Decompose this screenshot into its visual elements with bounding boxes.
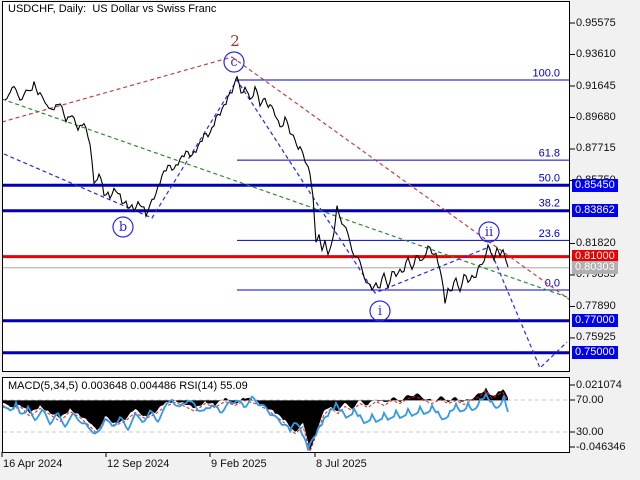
price-level-box-red: 0.81000: [572, 250, 618, 264]
price-axis-label: 0.75925: [576, 331, 616, 344]
wave-label-i: i: [378, 304, 382, 319]
price-level-box-blue: 0.75000: [572, 346, 618, 360]
wave-circle-b: [112, 216, 134, 238]
price-level-box-blue: 0.85450: [572, 178, 618, 192]
indicator-axis-label: -0.046346: [576, 440, 626, 453]
price-axis-label: 0.93610: [576, 48, 616, 60]
wave-circle-i: [369, 300, 391, 322]
date-label: 9 Feb 2025: [211, 458, 267, 470]
price-series[interactable]: [4, 75, 509, 304]
indicator-axis-label: 0.021074: [576, 378, 622, 391]
price-level-box-gray: 0.80303: [572, 261, 618, 275]
wave-label-b: b: [119, 220, 127, 235]
wave-label-2: 2: [230, 32, 240, 50]
price-axis-label: 0.95575: [576, 16, 616, 29]
indicator-axis-label: 70.00: [576, 393, 604, 406]
date-label: 12 Sep 2024: [107, 458, 170, 470]
wave-label-c: c: [230, 55, 237, 70]
green-falling[interactable]: [2, 98, 568, 298]
price-axis-label: 0.91645: [576, 79, 616, 92]
fib-label-100.0: 100.0: [532, 67, 560, 79]
macd-rsi-label: MACD(5,34,5) 0.003648 0.004486 RSI(14) 5…: [8, 380, 248, 392]
blue-wave-path[interactable]: [3, 78, 568, 370]
fib-label-23.6: 23.6: [539, 228, 560, 240]
indicator-plot[interactable]: [3, 387, 570, 452]
price-axis-label: 0.89680: [576, 110, 616, 123]
wave-circle-ii: [478, 221, 500, 243]
fib-label-38.2: 38.2: [539, 197, 560, 209]
date-label: 8 Jul 2025: [316, 458, 367, 470]
date-label: 16 Apr 2024: [3, 458, 63, 470]
fib-label-61.8: 61.8: [539, 148, 560, 160]
red-falling[interactable]: [231, 56, 570, 301]
red-rising[interactable]: [2, 56, 233, 123]
price-level-box-blue: 0.77000: [572, 314, 618, 328]
rsi-line: [3, 391, 509, 451]
price-axis-label: 0.77890: [576, 299, 616, 312]
chart-title: USDCHF, Daily: US Dollar vs Swiss Franc: [8, 3, 217, 15]
wave-circle-c: [223, 51, 245, 73]
indicator-axis-label: 30.00: [576, 425, 604, 438]
fib-label-50.0: 50.0: [539, 172, 560, 184]
price-level-box-blue: 0.83862: [572, 204, 618, 218]
wave-label-ii: ii: [485, 225, 493, 240]
price-axis-label: 0.81820: [576, 236, 616, 249]
price-axis-label: 0.87715: [576, 142, 616, 155]
fib-label-0.0: 0.0: [545, 277, 560, 289]
macd-area: [3, 387, 508, 450]
